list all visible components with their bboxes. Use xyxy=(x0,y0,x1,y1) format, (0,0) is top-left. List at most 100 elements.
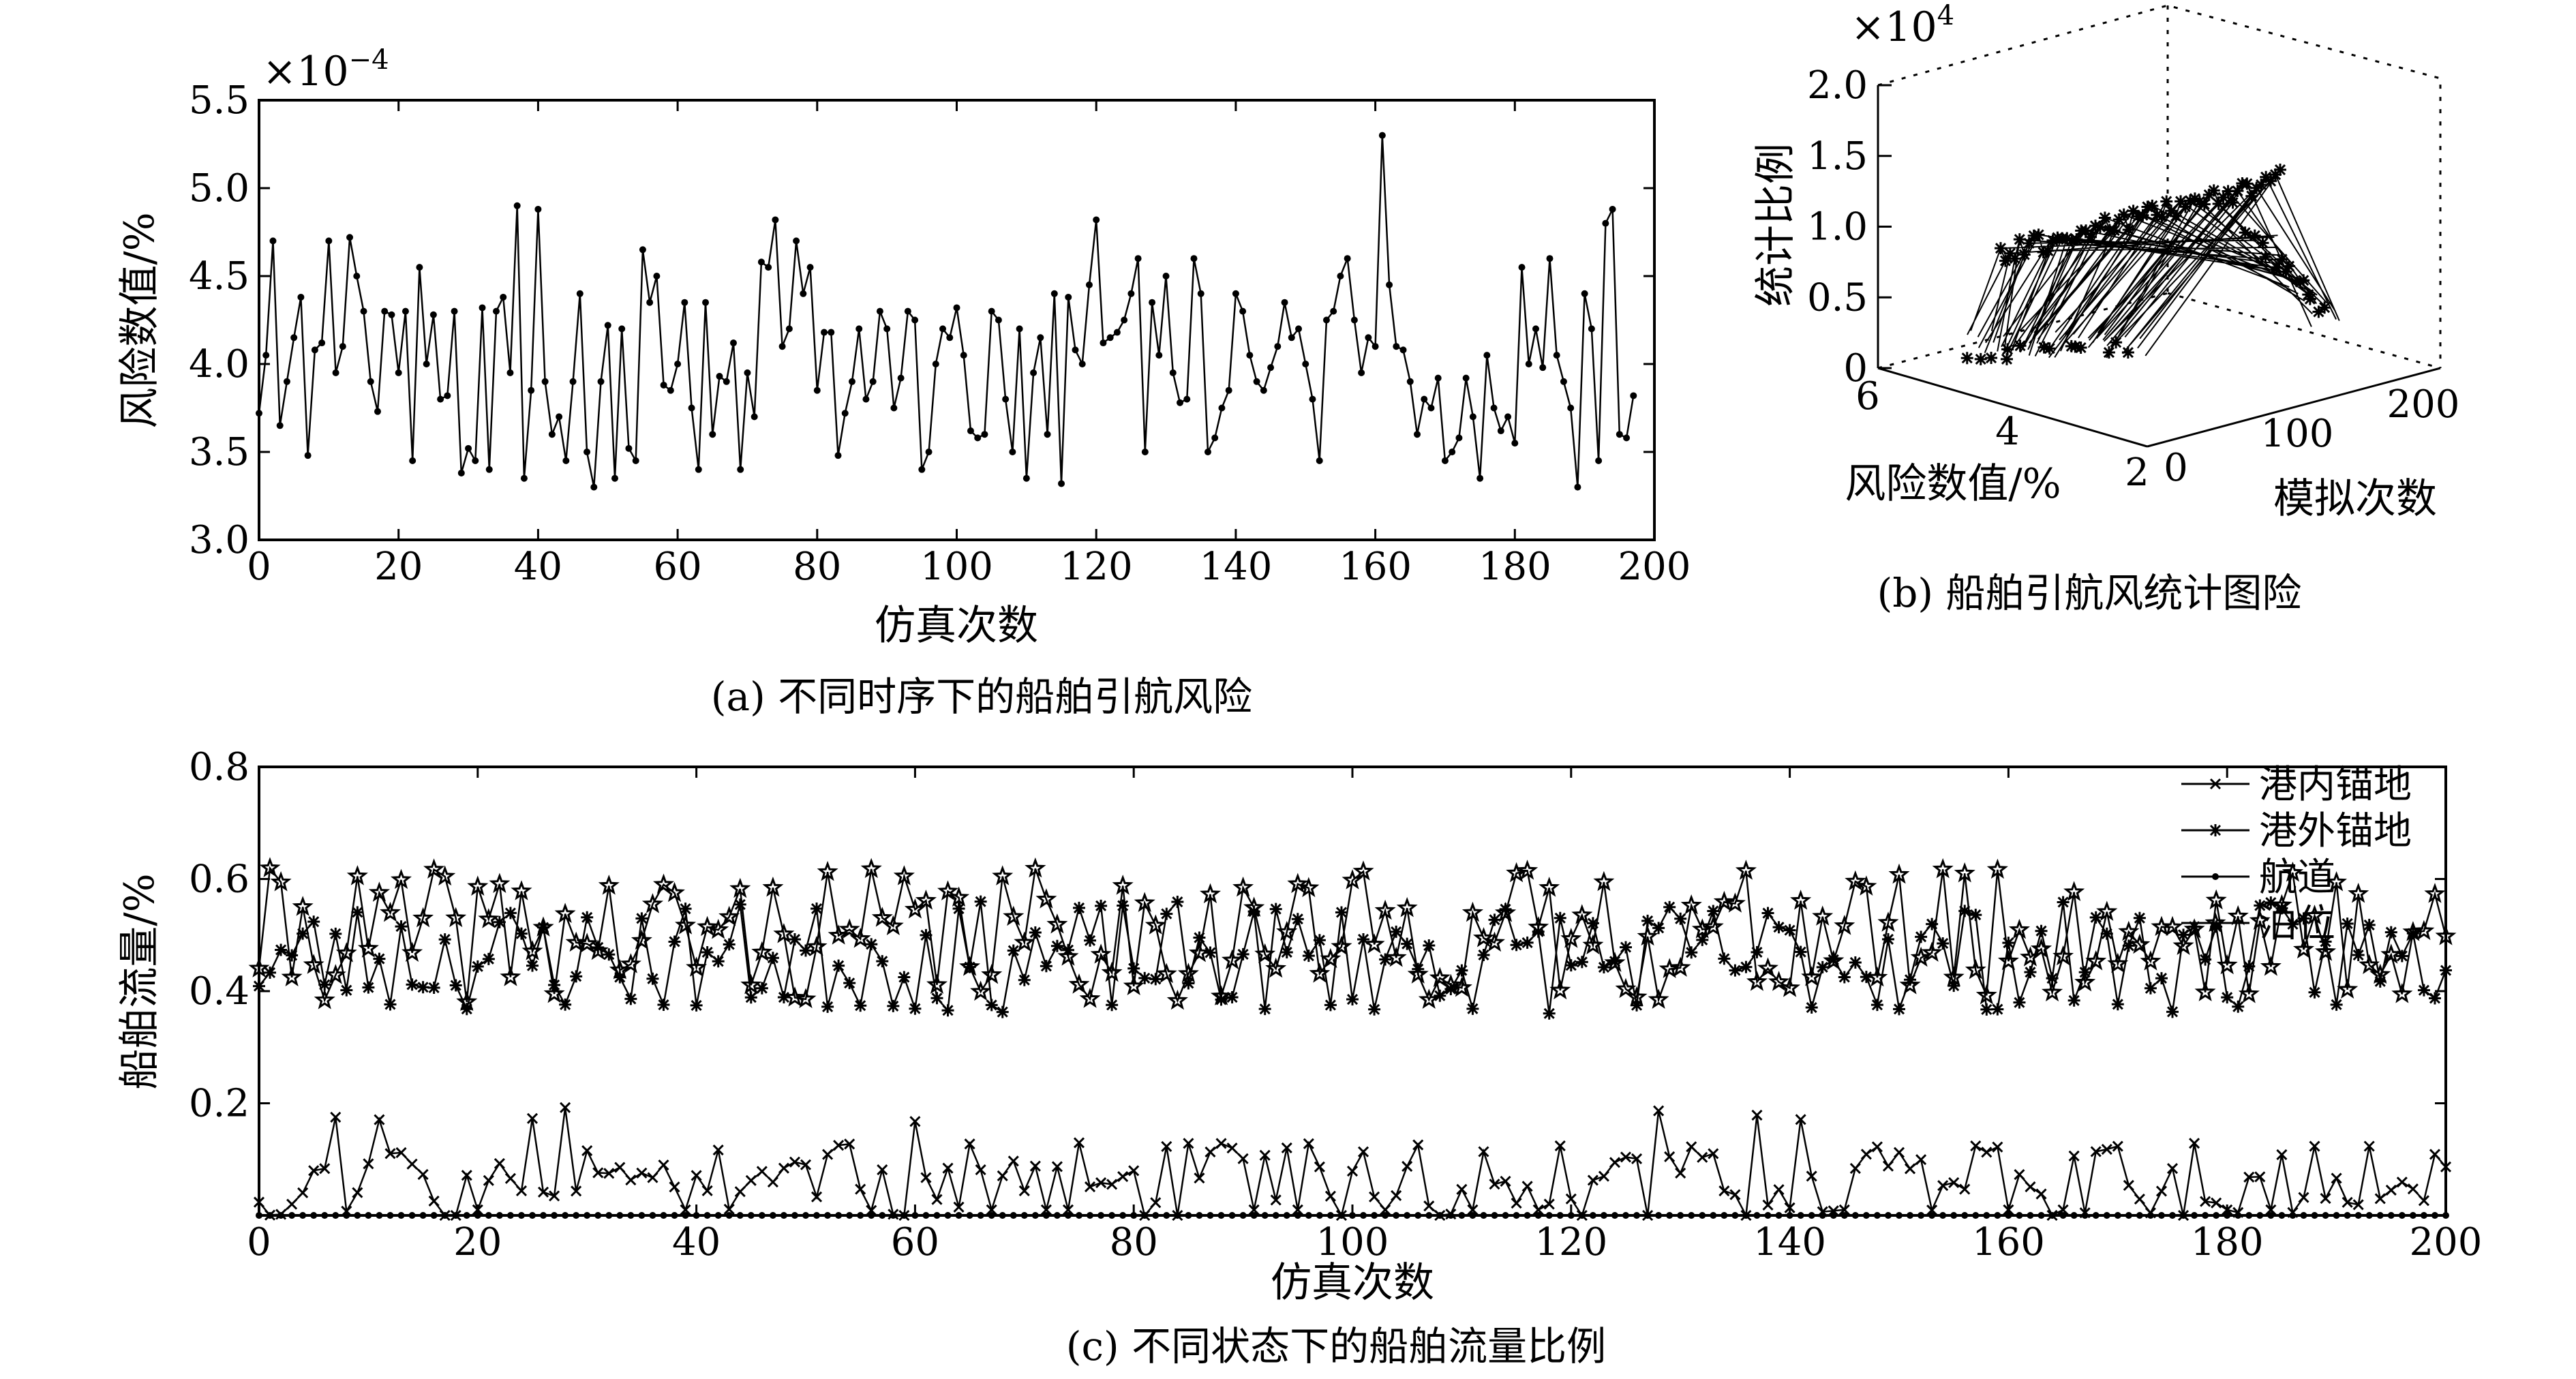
chart-c-data-point-shape xyxy=(1724,892,1746,913)
chart-a-data-point-shape xyxy=(444,392,451,399)
chart-c-data-point-shape xyxy=(416,981,429,994)
chart-c-data-point xyxy=(1511,1197,1522,1209)
chart-b-data-point-shape xyxy=(2112,213,2125,226)
chart-c-data-point-shape xyxy=(1860,971,1873,984)
chart-c-data-point xyxy=(576,933,598,953)
chart-c-data-point-shape xyxy=(992,865,1014,885)
chart-c-data-point xyxy=(2342,1196,2353,1208)
chart-a-data-point-shape xyxy=(1406,378,1414,385)
chart-a-data-point-shape xyxy=(1372,343,1379,350)
chart-c-data-point-shape xyxy=(1073,901,1085,914)
chart-c-data-point-shape xyxy=(1204,1146,1216,1158)
chart-c-data-point-shape xyxy=(1708,1148,1719,1160)
chart-c-data-point xyxy=(1472,926,1495,948)
chart-c-data-point-shape xyxy=(1686,1141,1697,1153)
chart-c-data-point xyxy=(1746,971,1768,991)
chart-a-data-point xyxy=(1127,290,1135,297)
chart-c-data-point-shape xyxy=(1855,875,1877,896)
chart-c-data-point-shape xyxy=(286,1198,298,1210)
chart-c-data-point xyxy=(2243,1171,2255,1183)
chart-c-data-point xyxy=(482,952,495,965)
chart-c-data-point xyxy=(2341,918,2354,930)
chart-c-data-point-shape xyxy=(408,1212,416,1219)
chart-c-data-point xyxy=(2136,1212,2143,1219)
chart-b-data-point-shape xyxy=(2018,248,2031,261)
chart-c-data-point xyxy=(2199,953,2212,966)
chart-c-data-point-shape xyxy=(2331,1172,2342,1184)
chart-a-data-point-shape xyxy=(1218,404,1226,412)
chart-b-data-point-shape xyxy=(2239,226,2252,239)
chart-c-data-point xyxy=(1051,1161,1063,1172)
chart-a-data-point-shape xyxy=(925,449,933,455)
chart-a-data-point-shape xyxy=(409,457,416,464)
chart-c-data-point xyxy=(1932,858,1954,879)
chart-a-xtick-label: 160 xyxy=(1339,545,1412,589)
chart-c-data-point xyxy=(1269,903,1282,915)
chart-c-data-point xyxy=(1489,1179,1500,1190)
chart-c-data-point-shape xyxy=(605,1212,613,1219)
chart-c-data-point xyxy=(1554,911,1566,924)
chart-c-data-point-shape xyxy=(2413,920,2435,941)
chart-a-data-point-shape xyxy=(346,234,354,241)
chart-a-data-point xyxy=(1322,316,1330,324)
chart-c-data-point-shape xyxy=(2243,1171,2255,1183)
chart-c-data-point-shape xyxy=(758,1212,766,1219)
chart-a-data-point xyxy=(388,311,395,318)
chart-c-data-point-shape xyxy=(253,980,265,992)
chart-b-data-point-shape xyxy=(2141,200,2154,213)
chart-a-data-point xyxy=(1330,307,1337,315)
chart-c-data-point xyxy=(854,999,867,1012)
chart-c-data-point-shape xyxy=(1915,930,1928,943)
chart-b-data-point xyxy=(2037,246,2050,259)
chart-a-data-point xyxy=(702,299,710,306)
chart-c-data-point xyxy=(1436,1212,1444,1219)
chart-b-data-point xyxy=(2274,164,2286,177)
chart-c-data-point xyxy=(1360,1212,1367,1219)
chart-b-data-point xyxy=(2245,190,2258,202)
chart-b-data-point xyxy=(1974,352,1987,365)
chart-c-ytick-label: 0.6 xyxy=(189,858,249,902)
chart-c-data-point-shape xyxy=(549,1190,560,1202)
chart-a-data-point-shape xyxy=(1344,255,1351,262)
chart-c-data-point-shape xyxy=(1851,1212,1859,1219)
chart-c-data-point xyxy=(363,1158,374,1170)
chart-a-data-point-shape xyxy=(1149,299,1156,306)
chart-a-data-point xyxy=(360,307,367,315)
chart-c-data-point xyxy=(2271,894,2292,915)
chart-c-data-point xyxy=(416,981,429,994)
chart-a-ytick-label: 5.5 xyxy=(189,78,249,123)
chart-a-data-point-shape xyxy=(590,483,598,491)
chart-c-data-point-shape xyxy=(1193,931,1206,944)
chart-c-data-point xyxy=(1369,1191,1380,1202)
chart-c-data-point-shape xyxy=(428,1195,440,1207)
chart-c-data-point xyxy=(1753,1212,1761,1219)
chart-c-data-point xyxy=(2052,945,2074,966)
chart-a-data-point xyxy=(618,325,626,333)
chart-c-data-point xyxy=(598,875,620,895)
chart-c-series-line xyxy=(258,1107,2446,1219)
chart-a-data-point-shape xyxy=(423,361,430,367)
chart-c-data-point xyxy=(2089,911,2102,924)
chart-c-data-point xyxy=(1884,1212,1892,1219)
chart-c-data-point xyxy=(1248,1204,1260,1215)
chart-c-data-point xyxy=(1298,877,1320,898)
chart-c-data-point-shape xyxy=(1637,925,1658,946)
chart-c-data-point-shape xyxy=(515,927,528,940)
chart-b-data-point-shape xyxy=(2302,288,2315,301)
chart-c-data-point-shape xyxy=(2374,975,2386,988)
chart-c-data-point xyxy=(767,1176,778,1188)
chart-a-data-point xyxy=(1532,325,1540,333)
chart-c-data-point xyxy=(1040,1204,1052,1215)
chart-a-data-point xyxy=(1058,480,1065,487)
chart-c-data-point-shape xyxy=(1025,857,1046,878)
chart-c-data-point-shape xyxy=(1010,1212,1017,1219)
chart-b-data-point-shape xyxy=(2274,164,2286,177)
chart-c-ylabel: 船舶流量/% xyxy=(116,873,164,1089)
chart-c-data-point-shape xyxy=(1772,921,1785,934)
chart-a-data-point-shape xyxy=(1100,339,1107,347)
chart-b-data-point xyxy=(2248,229,2261,242)
chart-c-data-point xyxy=(2418,1195,2429,1207)
chart-c-data-point xyxy=(2249,909,2271,930)
chart-c-data-point xyxy=(1451,976,1472,997)
chart-b-data-point xyxy=(2160,195,2173,208)
